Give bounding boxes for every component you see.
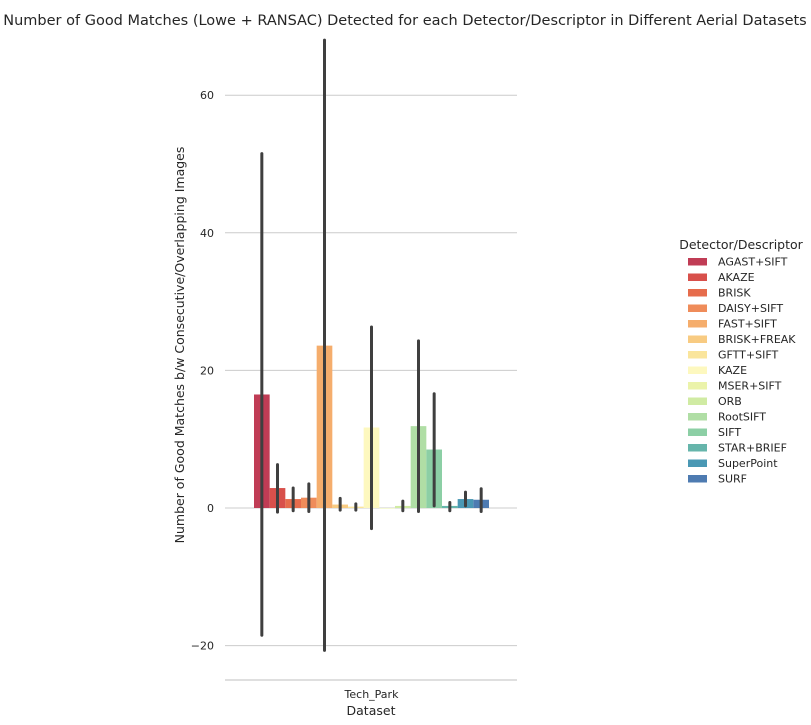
- y-axis-label: Number of Good Matches b/w Consecutive/O…: [172, 147, 187, 544]
- legend-label: FAST+SIFT: [718, 318, 777, 331]
- legend-label: SuperPoint: [718, 457, 778, 470]
- legend-swatch: [688, 382, 707, 390]
- y-tick-label: 0: [207, 502, 214, 515]
- legend-label: SURF: [718, 473, 747, 486]
- chart-title: Number of Good Matches (Lowe + RANSAC) D…: [3, 13, 806, 29]
- legend-label: AGAST+SIFT: [718, 256, 788, 269]
- legend-label: ORB: [718, 395, 742, 408]
- y-axis-ticks: −20 0 20 40 60: [191, 89, 214, 652]
- legend-swatch: [688, 320, 707, 328]
- legend-label: KAZE: [718, 364, 747, 377]
- legend: Detector/Descriptor AGAST+SIFT AKAZE BRISK…: [679, 237, 803, 486]
- legend-label: BRISK+FREAK: [718, 333, 796, 346]
- legend-swatch: [688, 289, 707, 297]
- legend-swatch: [688, 366, 707, 374]
- legend-label: SIFT: [718, 426, 741, 439]
- bar-mser-sift: [379, 508, 395, 509]
- legend-title: Detector/Descriptor: [679, 237, 803, 252]
- y-tick-label: −20: [191, 640, 214, 653]
- legend-swatch: [688, 444, 707, 452]
- legend-swatch: [688, 459, 707, 467]
- y-tick-label: 20: [200, 364, 214, 377]
- legend-swatch: [688, 304, 707, 312]
- error-bars: [260, 38, 483, 652]
- legend-swatch: [688, 428, 707, 436]
- legend-label: DAISY+SIFT: [718, 302, 783, 315]
- legend-swatch: [688, 258, 707, 266]
- legend-swatch: [688, 351, 707, 359]
- legend-label: RootSIFT: [718, 411, 766, 424]
- legend-label: BRISK: [718, 287, 751, 300]
- legend-label: AKAZE: [718, 271, 755, 284]
- y-tick-label: 60: [200, 89, 214, 102]
- legend-swatch: [688, 475, 707, 483]
- x-axis-label: Dataset: [347, 703, 396, 718]
- legend-swatch: [688, 273, 707, 281]
- y-tick-label: 40: [200, 227, 214, 240]
- legend-swatch: [688, 413, 707, 421]
- legend-label: STAR+BRIEF: [718, 442, 787, 455]
- legend-label: GFTT+SIFT: [718, 349, 778, 362]
- x-tick-label: Tech_Park: [344, 688, 400, 701]
- legend-swatch: [688, 397, 707, 405]
- x-axis-ticks: Tech_Park: [344, 688, 400, 701]
- legend-swatch: [688, 335, 707, 343]
- legend-label: MSER+SIFT: [718, 380, 782, 393]
